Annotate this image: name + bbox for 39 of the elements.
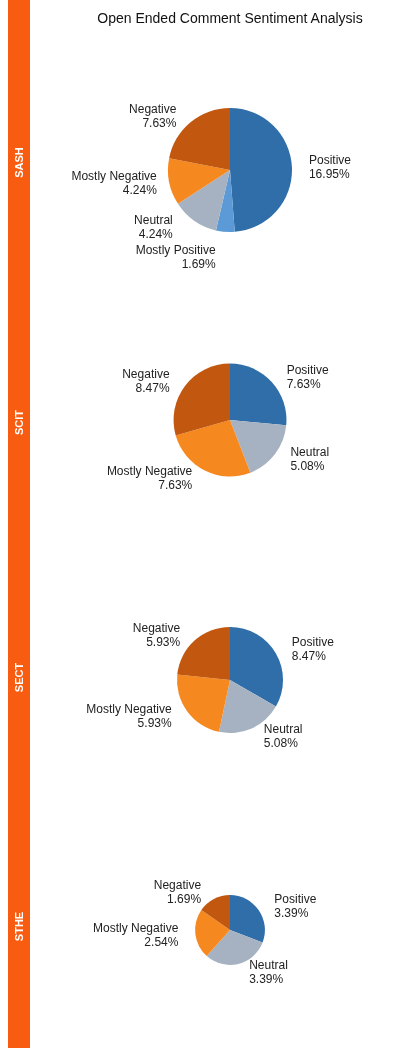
text: SCIT: [13, 409, 25, 436]
slice-label: Neutral: [263, 721, 303, 736]
data-label: 5.08%: [290, 458, 325, 473]
slice-label: Negative: [132, 620, 181, 635]
slice-label: Positive: [274, 891, 317, 906]
data-label: 5.08%: [263, 735, 299, 750]
slice-label: Mostly Negative: [93, 921, 179, 936]
data-label: 5.93%: [137, 715, 172, 730]
data-label: 4.24%: [138, 227, 174, 242]
slice-label: Negative: [129, 102, 177, 116]
slice-label: Negative: [153, 877, 202, 892]
text: SECT: [13, 662, 25, 693]
data-label: 8.47%: [291, 649, 327, 664]
data-label: 3.39%: [274, 905, 309, 920]
data-label: 4.24%: [122, 183, 158, 198]
slice-label: Mostly Positive: [135, 243, 217, 258]
data-label: 8.47%: [135, 381, 170, 396]
data-label: 16.95%: [308, 167, 350, 182]
text: STHE: [13, 911, 25, 942]
slice-label: Neutral: [134, 213, 173, 228]
slice-label: Neutral: [290, 444, 330, 459]
slice-label: Mostly Negative: [71, 169, 158, 184]
slice-label: Negative: [122, 367, 170, 382]
slice-label: Positive: [308, 153, 352, 168]
slice-label: Positive: [291, 635, 335, 650]
data-label: 2.54%: [144, 935, 179, 950]
slice-label: Mostly Negative: [86, 701, 172, 716]
slice-label: Positive: [286, 362, 329, 377]
data-label: 7.63%: [142, 116, 177, 130]
data-label: 1.69%: [167, 891, 202, 906]
data-label: 7.63%: [158, 477, 193, 492]
data-label: 1.69%: [181, 257, 217, 272]
text: SASH: [13, 147, 25, 178]
data-label: 5.93%: [146, 634, 181, 649]
slice-label: Mostly Negative: [106, 463, 193, 478]
data-label: 3.39%: [249, 971, 284, 986]
slice-label: Neutral: [249, 957, 288, 972]
data-label: 7.63%: [286, 376, 321, 391]
chart-title: Open Ended Comment Sentiment Analysis: [97, 10, 363, 26]
